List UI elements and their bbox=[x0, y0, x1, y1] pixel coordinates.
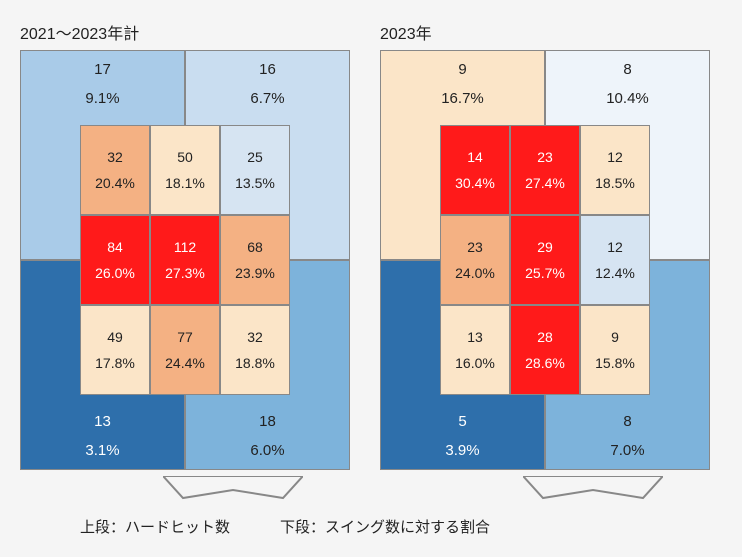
inner-grid: 32 20.4% 50 18.1% 25 13.5% 84 26.0% 112 27.3% 68 23… bbox=[80, 125, 290, 395]
inner-pct: 18.8% bbox=[235, 355, 275, 371]
inner-cell-6: 49 17.8% bbox=[80, 305, 150, 395]
inner-count: 77 bbox=[177, 329, 193, 345]
inner-cell-0: 14 30.4% bbox=[440, 125, 510, 215]
outer-pct: 16.7% bbox=[441, 90, 484, 107]
outer-count: 13 bbox=[94, 413, 111, 430]
outer-count: 17 bbox=[94, 61, 111, 78]
inner-cell-7: 28 28.6% bbox=[510, 305, 580, 395]
outer-pct: 6.7% bbox=[250, 90, 284, 107]
inner-cell-2: 12 18.5% bbox=[580, 125, 650, 215]
inner-pct: 24.0% bbox=[455, 265, 495, 281]
inner-count: 68 bbox=[247, 239, 263, 255]
inner-grid: 14 30.4% 23 27.4% 12 18.5% 23 24.0% 29 25.7% 12 12.… bbox=[440, 125, 650, 395]
inner-pct: 17.8% bbox=[95, 355, 135, 371]
outer-pct: 10.4% bbox=[606, 90, 649, 107]
legend-bottom: 下段：スイング数に対する割合 bbox=[280, 516, 490, 537]
outer-count: 9 bbox=[458, 61, 466, 78]
outer-count: 8 bbox=[623, 61, 631, 78]
zone-grid: 17 9.1% 16 6.7% 13 3.1% 18 6.0% 32 20.4% 50 18.1% 25… bbox=[20, 50, 350, 470]
outer-count: 5 bbox=[458, 413, 466, 430]
inner-cell-8: 32 18.8% bbox=[220, 305, 290, 395]
outer-count: 8 bbox=[623, 413, 631, 430]
chart-1: 2023年 9 16.7% 8 10.4% 5 3.9% 8 7.0% 14 30.4% 23 27.4… bbox=[380, 20, 710, 504]
inner-pct: 24.4% bbox=[165, 355, 205, 371]
inner-cell-8: 9 15.8% bbox=[580, 305, 650, 395]
outer-pct: 3.9% bbox=[445, 442, 479, 459]
inner-pct: 30.4% bbox=[455, 175, 495, 191]
inner-count: 14 bbox=[467, 149, 483, 165]
inner-pct: 15.8% bbox=[595, 355, 635, 371]
inner-count: 32 bbox=[107, 149, 123, 165]
inner-cell-5: 68 23.9% bbox=[220, 215, 290, 305]
inner-pct: 20.4% bbox=[95, 175, 135, 191]
inner-cell-3: 23 24.0% bbox=[440, 215, 510, 305]
inner-pct: 28.6% bbox=[525, 355, 565, 371]
inner-pct: 18.1% bbox=[165, 175, 205, 191]
inner-pct: 25.7% bbox=[525, 265, 565, 281]
legend-top: 上段：ハードヒット数 bbox=[80, 516, 230, 537]
outer-pct: 9.1% bbox=[85, 90, 119, 107]
inner-count: 25 bbox=[247, 149, 263, 165]
inner-count: 29 bbox=[537, 239, 553, 255]
inner-cell-4: 29 25.7% bbox=[510, 215, 580, 305]
inner-pct: 13.5% bbox=[235, 175, 275, 191]
inner-count: 23 bbox=[537, 149, 553, 165]
inner-count: 9 bbox=[611, 329, 619, 345]
zone-grid: 9 16.7% 8 10.4% 5 3.9% 8 7.0% 14 30.4% 23 27.4% 12 18… bbox=[380, 50, 710, 470]
inner-cell-6: 13 16.0% bbox=[440, 305, 510, 395]
inner-pct: 23.9% bbox=[235, 265, 275, 281]
inner-cell-1: 23 27.4% bbox=[510, 125, 580, 215]
inner-cell-7: 77 24.4% bbox=[150, 305, 220, 395]
outer-count: 16 bbox=[259, 61, 276, 78]
inner-cell-0: 32 20.4% bbox=[80, 125, 150, 215]
inner-count: 12 bbox=[607, 239, 623, 255]
outer-pct: 7.0% bbox=[610, 442, 644, 459]
outer-count: 18 bbox=[259, 413, 276, 430]
inner-pct: 16.0% bbox=[455, 355, 495, 371]
inner-count: 50 bbox=[177, 149, 193, 165]
home-plate-icon bbox=[163, 476, 303, 504]
home-plate-icon bbox=[523, 476, 663, 504]
inner-cell-1: 50 18.1% bbox=[150, 125, 220, 215]
inner-count: 84 bbox=[107, 239, 123, 255]
legend: 上段：ハードヒット数 下段：スイング数に対する割合 bbox=[20, 516, 722, 537]
inner-count: 12 bbox=[607, 149, 623, 165]
inner-pct: 27.3% bbox=[165, 265, 205, 281]
inner-count: 49 bbox=[107, 329, 123, 345]
chart-title: 2021～2023年計 bbox=[20, 20, 350, 44]
inner-count: 23 bbox=[467, 239, 483, 255]
inner-cell-2: 25 13.5% bbox=[220, 125, 290, 215]
inner-cell-3: 84 26.0% bbox=[80, 215, 150, 305]
outer-pct: 3.1% bbox=[85, 442, 119, 459]
inner-pct: 18.5% bbox=[595, 175, 635, 191]
inner-cell-4: 112 27.3% bbox=[150, 215, 220, 305]
outer-pct: 6.0% bbox=[250, 442, 284, 459]
inner-pct: 27.4% bbox=[525, 175, 565, 191]
chart-0: 2021～2023年計 17 9.1% 16 6.7% 13 3.1% 18 6.0% 32 20.… bbox=[20, 20, 350, 504]
inner-count: 13 bbox=[467, 329, 483, 345]
inner-pct: 26.0% bbox=[95, 265, 135, 281]
inner-count: 28 bbox=[537, 329, 553, 345]
inner-pct: 12.4% bbox=[595, 265, 635, 281]
inner-cell-5: 12 12.4% bbox=[580, 215, 650, 305]
inner-count: 32 bbox=[247, 329, 263, 345]
chart-title: 2023年 bbox=[380, 20, 710, 44]
inner-count: 112 bbox=[174, 239, 196, 255]
